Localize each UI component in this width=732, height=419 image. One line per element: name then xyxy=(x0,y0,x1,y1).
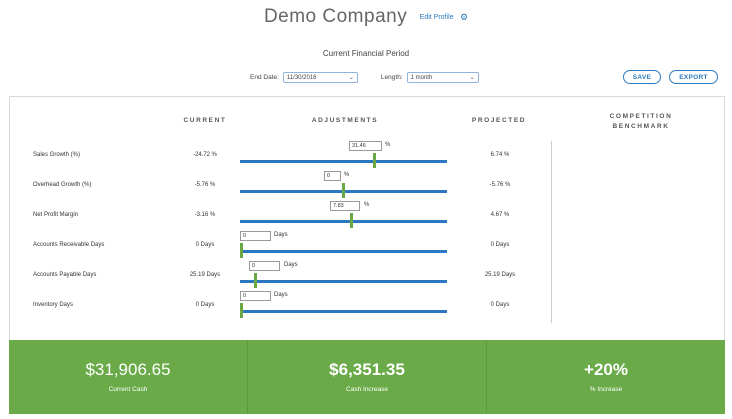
row-accounts-payable-days: Accounts Payable Days 25.19 Days 0 Days … xyxy=(0,261,732,291)
adjustment-slider-thumb[interactable] xyxy=(240,303,243,318)
adjustment-slider-thumb[interactable] xyxy=(342,183,345,198)
adjustment-unit: Days xyxy=(284,262,298,268)
end-date-select[interactable]: 11/30/2016 ⌄ xyxy=(282,72,358,83)
row-label: Overhead Growth (%) xyxy=(33,182,92,188)
cash-summary-bar: $31,906.65 Current Cash $6,351.35 Cash I… xyxy=(9,340,725,414)
column-header-benchmark: COMPETITION BENCHMARK xyxy=(609,113,673,130)
row-accounts-receivable-days: Accounts Receivable Days 0 Days 0 Days 0… xyxy=(0,231,732,261)
adjustment-slider-thumb[interactable] xyxy=(372,153,376,168)
adjustments-panel xyxy=(9,96,725,340)
adjustment-input[interactable]: 7.83 xyxy=(330,201,360,211)
end-date-value: 11/30/2016 xyxy=(286,74,317,81)
adjustment-unit: % xyxy=(364,202,370,208)
current-cash-value: $31,906.65 xyxy=(85,360,171,379)
edit-profile-link[interactable]: Edit Profile xyxy=(419,13,454,21)
current-value: 25.19 Days xyxy=(189,272,221,278)
adjustment-slider-track[interactable] xyxy=(240,250,447,253)
projected-value: 0 Days xyxy=(490,242,510,248)
column-header-projected: PROJECTED xyxy=(471,117,527,124)
pct-increase-label: % Increase xyxy=(589,386,623,393)
current-cash-stat: $31,906.65 Current Cash xyxy=(9,340,247,414)
adjustment-input[interactable]: 0 xyxy=(240,231,271,241)
row-label: Net Profit Margin xyxy=(33,212,79,218)
benchmark-divider xyxy=(551,141,552,323)
row-label: Accounts Payable Days xyxy=(33,272,97,278)
cash-increase-stat: $6,351.35 Cash Increase xyxy=(247,340,486,414)
adjustment-slider-thumb[interactable] xyxy=(350,213,354,228)
length-label: Length: xyxy=(380,74,403,81)
gear-icon[interactable]: ⚙ xyxy=(459,11,469,22)
adjustment-unit: Days xyxy=(274,232,288,238)
column-header-current: CURRENT xyxy=(183,117,227,124)
adjustment-unit: % xyxy=(344,172,350,178)
row-inventory-days: Inventory Days 0 Days 0 Days 0 Days xyxy=(0,291,732,321)
current-cash-label: Current Cash xyxy=(108,386,148,393)
adjustment-unit: % xyxy=(385,142,391,148)
cash-increase-label: Cash Increase xyxy=(346,386,388,393)
adjustment-input[interactable]: 0 xyxy=(324,171,341,181)
projected-value: 25.19 Days xyxy=(484,272,516,278)
adjustment-slider-thumb[interactable] xyxy=(254,273,258,288)
company-header: Demo Company Edit Profile ⚙ xyxy=(0,6,732,28)
current-value: 0 Days xyxy=(195,302,215,308)
row-sales-growth: Sales Growth (%) -24.72 % 31.46 % 6.74 % xyxy=(0,141,732,171)
adjustment-slider-thumb[interactable] xyxy=(240,243,243,258)
row-label: Sales Growth (%) xyxy=(33,152,81,158)
projected-value: 6.74 % xyxy=(490,152,510,158)
row-label: Inventory Days xyxy=(33,302,74,308)
length-value: 1 month xyxy=(410,74,433,81)
adjustment-slider-track[interactable] xyxy=(240,220,447,223)
adjustment-input[interactable]: 0 xyxy=(240,291,271,301)
row-overhead-growth: Overhead Growth (%) -5.76 % 0 % -5.76 % xyxy=(0,171,732,201)
adjustment-input[interactable]: 31.46 xyxy=(349,141,382,151)
projected-value: -5.76 % xyxy=(489,182,511,188)
row-label: Accounts Receivable Days xyxy=(33,242,105,248)
cash-increase-value: $6,351.35 xyxy=(329,360,405,379)
current-value: -24.72 % xyxy=(192,152,217,158)
pct-increase-stat: +20% % Increase xyxy=(486,340,725,414)
adjustment-input[interactable]: 0 xyxy=(249,261,280,271)
current-value: -3.16 % xyxy=(194,212,216,218)
row-net-profit-margin: Net Profit Margin -3.16 % 7.83 % 4.67 % xyxy=(0,201,732,231)
length-select[interactable]: 1 month ⌄ xyxy=(406,72,479,83)
chevron-down-icon: ⌄ xyxy=(348,75,354,81)
projected-value: 4.67 % xyxy=(490,212,510,218)
current-value: -5.76 % xyxy=(194,182,216,188)
adjustment-slider-track[interactable] xyxy=(240,310,447,313)
company-name: Demo Company xyxy=(263,6,408,27)
current-value: 0 Days xyxy=(195,242,215,248)
end-date-label: End Date: xyxy=(250,74,279,81)
pct-increase-value: +20% xyxy=(584,360,628,379)
adjustment-slider-track[interactable] xyxy=(240,280,447,283)
chevron-down-icon: ⌄ xyxy=(469,75,475,81)
adjustment-slider-track[interactable] xyxy=(240,160,447,163)
period-title: Current Financial Period xyxy=(322,49,410,58)
period-controls: End Date: 11/30/2016 ⌄ Length: 1 month ⌄ xyxy=(250,72,479,83)
projected-value: 0 Days xyxy=(490,302,510,308)
adjustment-unit: Days xyxy=(274,292,288,298)
save-button[interactable]: SAVE xyxy=(623,70,661,84)
export-button[interactable]: EXPORT xyxy=(669,70,718,84)
column-header-adjustments: ADJUSTMENTS xyxy=(311,117,379,124)
